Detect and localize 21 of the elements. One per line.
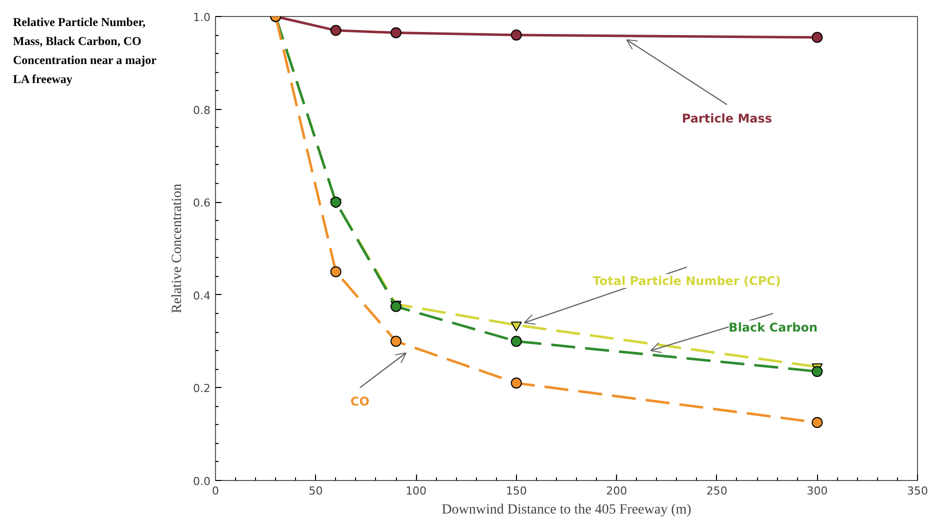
x-tick-label: 150 — [506, 484, 527, 498]
y-axis-title: Relative Concentration — [170, 184, 186, 314]
y-tick-label: 1.0 — [193, 11, 211, 24]
x-tick-label: 350 — [907, 484, 928, 498]
y-tick-label: 0.4 — [193, 289, 211, 302]
y-tick-label: 0.8 — [193, 104, 211, 117]
x-tick-label: 50 — [308, 484, 323, 498]
x-axis-title: Downwind Distance to the 405 Freeway (m) — [442, 502, 692, 518]
x-tick-label: 200 — [606, 484, 628, 498]
x-tick-label: 0 — [212, 484, 219, 498]
y-tick-label: 0.6 — [193, 196, 211, 210]
y-tick-label: 0.2 — [193, 382, 211, 396]
text: Black Carbon — [728, 320, 818, 334]
text: Relative Particle Number, Mass, Black Carbon, CO Concentration near a major LA freeway — [13, 14, 156, 88]
text: CO — [350, 394, 370, 409]
y-tick-label: 0.0 — [193, 475, 211, 488]
x-tick-label: 250 — [706, 484, 728, 498]
x-tick-label: 100 — [406, 484, 427, 498]
text: Total Particle Number (CPC) — [592, 274, 781, 288]
x-tick-label: 300 — [806, 484, 828, 498]
text: Particle Mass — [682, 112, 772, 126]
